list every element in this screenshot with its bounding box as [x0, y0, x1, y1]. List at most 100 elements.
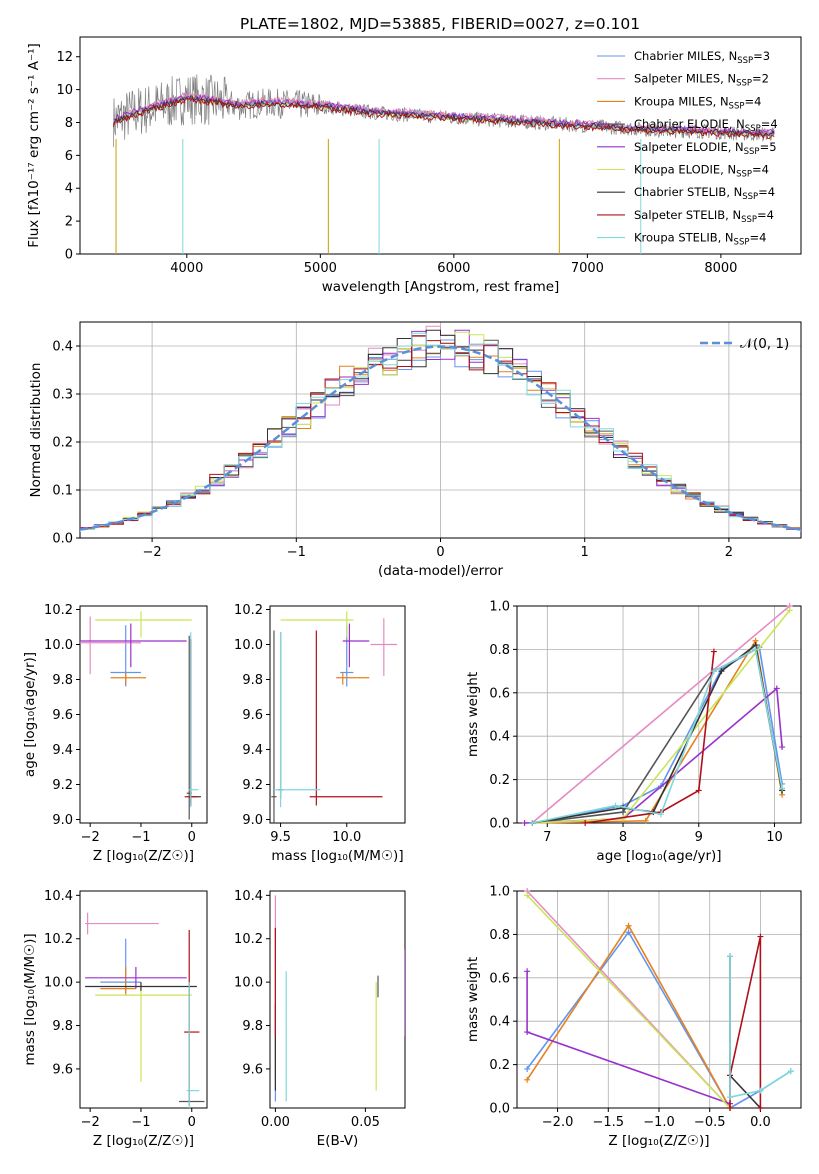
x-tick-label: 9.5 [270, 830, 291, 845]
x-tick-label: 1 [581, 545, 589, 560]
y-tick-label: 10.4 [44, 889, 73, 904]
y-tick-label: 9.8 [242, 1019, 263, 1034]
x-axis-label: wavelength [Angstrom, rest frame] [322, 279, 560, 295]
x-tick-label: 4000 [170, 261, 203, 276]
y-tick-label: 0.6 [489, 971, 510, 986]
y-tick-label: 10.4 [234, 889, 263, 904]
x-tick-label: −1 [131, 1115, 150, 1130]
panel-0: 4000 5000 6000 7000 8000 0 2 4 6 8 10 12 wavelength … [26, 36, 802, 295]
y-tick-label: 0.4 [489, 1015, 510, 1030]
weight-marker [642, 817, 649, 824]
y-tick-label: 9.0 [52, 813, 73, 828]
weight-marker [582, 820, 589, 826]
x-axis-label: age [log₁₀(age/yr)] [596, 848, 721, 864]
legend-value: =4 [749, 231, 766, 245]
legend-label: Chabrier STELIB, NSSP=4 [634, 185, 775, 202]
y-tick-label: 9.8 [242, 673, 263, 688]
y-tick-label: 10.0 [234, 638, 263, 653]
legend-label: Kroupa ELODIE, NSSP=4 [634, 163, 769, 180]
weight-series-5 [526, 894, 731, 1109]
x-tick-label: −2 [81, 1115, 100, 1130]
panel-3: 9.5 10.0 9.0 9.2 9.4 9.6 9.8 10.0 10.2 mass [log₁… [234, 603, 406, 864]
axes-frame [79, 36, 802, 255]
legend-subscript: SSP [737, 56, 753, 66]
y-tick-label: 10.2 [234, 932, 263, 947]
weight-series-6 [531, 643, 783, 824]
y-axis-label: mass weight [465, 957, 481, 1042]
weight-marker [787, 1068, 794, 1075]
legend-text: Chabrier MILES, N [634, 49, 737, 63]
y-tick-label: 0.8 [489, 928, 510, 943]
legend-value: =4 [752, 163, 769, 177]
y-tick-label: 9.6 [242, 708, 263, 723]
y-tick-label: 2 [65, 215, 73, 230]
weight-series-2 [532, 638, 783, 824]
y-axis-label: age [log₁₀(age/yr)] [22, 652, 38, 777]
x-tick-label: −1.5 [592, 1115, 624, 1130]
x-axis-label: E(B-V) [317, 1133, 359, 1149]
axes-frame [79, 605, 208, 824]
weight-marker [727, 953, 733, 960]
x-tick-label: 6000 [437, 261, 470, 276]
y-tick-label: 0.2 [489, 773, 510, 788]
panel-1: −2 −1 0 1 2 0.0 0.1 0.2 0.3 0.4 (data-model)/error… [28, 321, 802, 579]
weight-series-7 [585, 651, 715, 824]
weight-marker [524, 1076, 531, 1083]
weight-marker [521, 820, 528, 826]
panel-5: −2 −1 0 9.6 9.8 10.0 10.2 10.4 Z [log₁₀(Z/Z☉)] ma… [22, 889, 208, 1149]
weight-series-6 [729, 1074, 761, 1109]
weight-series-0 [531, 645, 783, 824]
legend-label: Salpeter STELIB, NSSP=4 [634, 208, 774, 225]
y-tick-label: 0.6 [489, 686, 510, 701]
x-tick-label: 2 [725, 545, 733, 560]
weights-area [524, 888, 794, 1111]
weights-area [521, 603, 793, 826]
y-tick-label: 4 [65, 182, 73, 197]
legend-subscript: SSP [741, 215, 757, 225]
x-tick-label: 7000 [571, 261, 604, 276]
weight-marker [752, 646, 759, 653]
legend-value: =5 [760, 140, 777, 154]
x-axis-label: (data-model)/error [378, 563, 504, 579]
weight-series-8 [531, 648, 783, 824]
weight-marker [695, 787, 702, 794]
legend-text: Salpeter ELODIE, N [634, 140, 744, 154]
legend-value: =4 [744, 94, 761, 108]
legend-text: Chabrier STELIB, N [634, 185, 742, 199]
legend-label: Chabrier ELODIE, NSSP=4 [634, 117, 778, 134]
legend-value: =4 [758, 185, 775, 199]
y-tick-label: 10.2 [44, 932, 73, 947]
y-tick-label: 0.2 [489, 1058, 510, 1073]
model-series-7 [112, 95, 775, 139]
x-tick-label: −1.0 [643, 1115, 675, 1130]
weight-marker [779, 785, 786, 792]
x-axis-label: Z [log₁₀(Z/Z☉)] [608, 1133, 709, 1149]
y-tick-label: 1.0 [489, 600, 510, 615]
weight-marker [727, 1094, 733, 1101]
legend-text: Kroupa STELIB, N [634, 231, 734, 245]
x-tick-label: 8000 [704, 261, 737, 276]
weight-marker [710, 648, 717, 655]
legend-text: Salpeter STELIB, N [634, 208, 741, 222]
y-tick-label: 8 [65, 116, 73, 131]
weight-marker [757, 933, 764, 940]
y-tick-label: 1.0 [489, 885, 510, 900]
x-tick-label: 0.00 [261, 1115, 290, 1130]
weight-marker [718, 668, 725, 675]
x-tick-label: 0 [436, 545, 444, 560]
y-tick-label: 0.0 [52, 532, 73, 547]
y-tick-label: 0.4 [52, 340, 73, 355]
x-tick-label: 10.0 [332, 830, 361, 845]
weight-marker [529, 820, 536, 826]
legend-text: Kroupa ELODIE, N [634, 163, 736, 177]
y-tick-label: 0 [65, 248, 73, 263]
y-tick-label: 12 [56, 50, 73, 65]
axes-frame [269, 890, 406, 1109]
panel-2: −2 −1 0 9.0 9.2 9.4 9.6 9.8 10.0 10.2 Z [log₁₀(Z/Z… [22, 603, 208, 864]
x-axis-label: mass [log₁₀(M/M☉)] [271, 848, 403, 864]
y-tick-label: 0.0 [489, 1102, 510, 1117]
panel-4: 7 8 9 10 0.0 0.2 0.4 0.6 0.8 1.0 age [log₁₀(age/yr… [465, 600, 802, 864]
x-axis-label: Z [log₁₀(Z/Z☉)] [93, 1133, 194, 1149]
x-tick-label: 5000 [304, 261, 337, 276]
axes-frame [269, 605, 406, 824]
